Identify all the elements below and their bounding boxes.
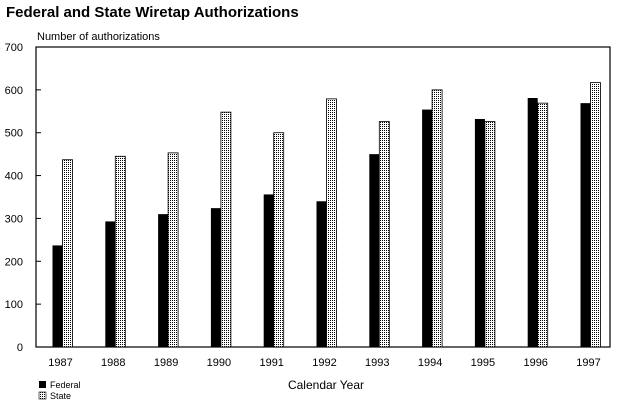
bar-state-1996 — [537, 102, 549, 348]
bar-federal-1987 — [52, 245, 63, 347]
bar-state-1995 — [484, 121, 496, 348]
bar-federal-1989 — [158, 214, 169, 347]
bar-federal-1995 — [474, 119, 485, 347]
x-tick-label: 1989 — [154, 357, 178, 369]
bar-state-1991 — [273, 132, 285, 348]
legend: Federal State — [38, 380, 81, 401]
legend-label-federal: Federal — [50, 380, 81, 390]
bar-federal-1988 — [105, 221, 116, 347]
legend-swatch-state — [38, 391, 47, 400]
y-tick-label: 500 — [5, 128, 23, 140]
x-tick-label: 1994 — [418, 357, 442, 369]
bar-state-1987 — [62, 159, 73, 348]
bar-federal-1990 — [210, 208, 221, 347]
y-tick-label: 700 — [5, 42, 23, 54]
x-axis-label: Calendar Year — [288, 378, 364, 392]
bar-state-1997 — [590, 82, 601, 348]
y-tick-label: 100 — [5, 299, 23, 311]
y-tick-label: 300 — [5, 213, 23, 225]
y-axis-label: Number of authorizations — [37, 31, 160, 43]
bar-federal-1993 — [369, 154, 380, 347]
bar-federal-1994 — [422, 109, 433, 347]
bar-federal-1992 — [316, 201, 327, 347]
x-tick-label: 1992 — [312, 357, 336, 369]
x-tick-label: 1995 — [471, 357, 495, 369]
bar-federal-1996 — [527, 98, 538, 347]
x-tick-label: 1990 — [207, 357, 231, 369]
x-tick-label: 1988 — [101, 357, 125, 369]
x-tick-label: 1991 — [259, 357, 283, 369]
y-tick-label: 400 — [5, 171, 23, 183]
bar-state-1989 — [167, 152, 179, 348]
y-tick-label: 600 — [5, 85, 23, 97]
legend-swatch-federal — [39, 381, 46, 388]
bar-federal-1991 — [263, 194, 274, 347]
legend-label-state: State — [50, 391, 71, 401]
bar-state-1992 — [326, 98, 337, 348]
x-tick-label: 1987 — [48, 357, 72, 369]
x-tick-label: 1997 — [576, 357, 600, 369]
bar-federal-1997 — [580, 103, 591, 348]
chart-title: Federal and State Wiretap Authorizations — [6, 4, 299, 21]
bar-state-1994 — [431, 89, 443, 348]
x-tick-label: 1993 — [365, 357, 389, 369]
bar-state-1993 — [378, 121, 390, 348]
y-tick-label: 0 — [17, 342, 23, 354]
x-tick-label: 1996 — [523, 357, 547, 369]
bar-state-1988 — [114, 155, 126, 348]
bar-state-1990 — [220, 111, 232, 348]
y-tick-label: 200 — [5, 256, 23, 268]
